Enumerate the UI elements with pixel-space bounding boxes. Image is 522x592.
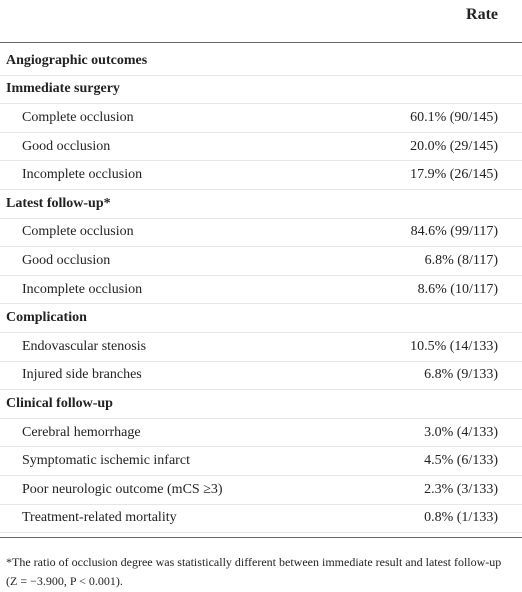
row-label: Good occlusion (22, 138, 111, 154)
row-label: Cerebral hemorrhage (22, 424, 141, 440)
column-header: Rate (466, 6, 498, 23)
row-label: Incomplete occlusion (22, 281, 143, 297)
section-row: Angiographic outcomes (0, 47, 522, 76)
row-value: 60.1% (90/145) (410, 109, 498, 125)
row-label: Angiographic outcomes (6, 52, 148, 68)
table-row: Treatment-related mortality 0.8% (1/133) (0, 505, 522, 534)
table-row: Poor neurologic outcome (mCS ≥3) 2.3% (3/… (0, 476, 522, 505)
row-label: Complication (6, 310, 87, 326)
table-row: Incomplete occlusion 17.9% (26/145) (0, 161, 522, 190)
row-label: Endovascular stenosis (22, 338, 147, 354)
row-label: Immediate surgery (6, 81, 120, 97)
section-row: Clinical follow-up (0, 390, 522, 419)
table-row: Cerebral hemorrhage 3.0% (4/133) (0, 419, 522, 448)
row-label: Treatment-related mortality (22, 510, 177, 526)
bottom-rule (0, 537, 522, 538)
row-value: 17.9% (26/145) (410, 167, 498, 183)
table-row: Good occlusion 20.0% (29/145) (0, 133, 522, 162)
table-row: Good occlusion 6.8% (8/117) (0, 247, 522, 276)
row-value: 0.8% (1/133) (424, 510, 498, 526)
table-row: Injured side branches 6.8% (9/133) (0, 362, 522, 391)
table-row: Endovascular stenosis 10.5% (14/133) (0, 333, 522, 362)
table-row: Incomplete occlusion 8.6% (10/117) (0, 276, 522, 305)
row-label: Complete occlusion (22, 109, 134, 125)
section-row: Immediate surgery (0, 76, 522, 105)
row-value: 3.0% (4/133) (424, 424, 498, 440)
table-row: Complete occlusion 84.6% (99/117) (0, 219, 522, 248)
header-rule (0, 42, 522, 43)
footnote: *The ratio of occlusion degree was stati… (6, 555, 502, 588)
row-label: Poor neurologic outcome (mCS ≥3) (22, 481, 223, 497)
table-row: Complete occlusion 60.1% (90/145) (0, 104, 522, 133)
row-label: Good occlusion (22, 252, 111, 268)
row-label: Incomplete occlusion (22, 167, 143, 183)
section-row: Latest follow-up* (0, 190, 522, 219)
section-row: Complication (0, 304, 522, 333)
row-value: 84.6% (99/117) (410, 224, 498, 240)
row-label: Injured side branches (22, 367, 142, 383)
row-label: Complete occlusion (22, 224, 134, 240)
table-row: Symptomatic ischemic infarct 4.5% (6/133) (0, 447, 522, 476)
row-value: 6.8% (8/117) (424, 252, 498, 268)
row-value: 8.6% (10/117) (417, 281, 498, 297)
row-value: 10.5% (14/133) (410, 338, 498, 354)
row-value: 2.3% (3/133) (424, 481, 498, 497)
row-label: Latest follow-up* (6, 195, 111, 211)
row-value: 6.8% (9/133) (424, 367, 498, 383)
row-value: 20.0% (29/145) (410, 138, 498, 154)
row-value: 4.5% (6/133) (424, 453, 498, 469)
row-label: Clinical follow-up (6, 395, 113, 411)
row-label: Symptomatic ischemic infarct (22, 453, 190, 469)
